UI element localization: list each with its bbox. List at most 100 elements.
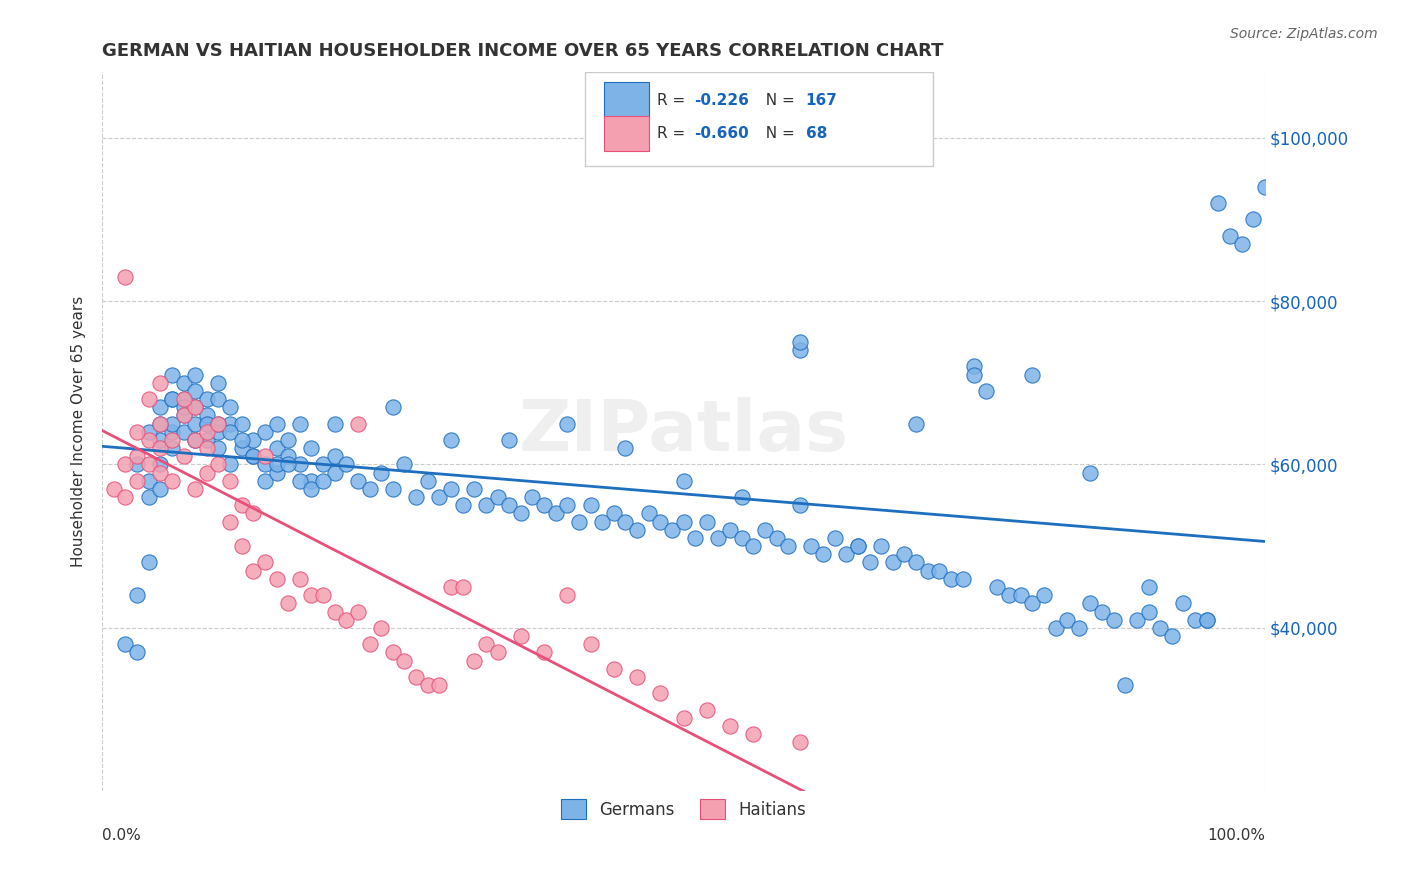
- Point: [266, 572, 288, 586]
- Point: [149, 433, 172, 447]
- Point: [242, 450, 264, 464]
- Point: [603, 507, 626, 521]
- Point: [160, 433, 183, 447]
- Point: [173, 409, 195, 423]
- Point: [219, 417, 242, 431]
- Point: [173, 376, 195, 390]
- Point: [824, 531, 846, 545]
- Point: [195, 417, 218, 431]
- Point: [427, 490, 450, 504]
- Point: [288, 474, 311, 488]
- Point: [288, 417, 311, 431]
- Point: [661, 523, 683, 537]
- Point: [800, 539, 823, 553]
- Point: [127, 645, 149, 659]
- Text: -0.660: -0.660: [695, 127, 749, 141]
- Point: [963, 368, 986, 382]
- Point: [347, 417, 370, 431]
- Point: [184, 417, 207, 431]
- Point: [359, 482, 381, 496]
- Point: [440, 433, 463, 447]
- Text: R =: R =: [657, 93, 690, 108]
- Point: [231, 499, 253, 513]
- Point: [742, 539, 765, 553]
- Point: [1137, 580, 1160, 594]
- Point: [416, 678, 439, 692]
- Point: [1102, 613, 1125, 627]
- Point: [173, 401, 195, 415]
- Point: [160, 474, 183, 488]
- Point: [1184, 613, 1206, 627]
- Point: [160, 368, 183, 382]
- Point: [173, 392, 195, 406]
- Point: [312, 588, 335, 602]
- Point: [231, 433, 253, 447]
- Point: [1091, 605, 1114, 619]
- Point: [672, 515, 695, 529]
- Text: ZIPatlas: ZIPatlas: [519, 397, 849, 467]
- Point: [893, 547, 915, 561]
- Point: [986, 580, 1008, 594]
- Point: [463, 653, 485, 667]
- Point: [207, 425, 229, 439]
- FancyBboxPatch shape: [585, 72, 934, 166]
- Point: [277, 458, 299, 472]
- Point: [650, 686, 672, 700]
- Point: [522, 490, 544, 504]
- Point: [207, 441, 229, 455]
- Point: [858, 556, 880, 570]
- Point: [277, 596, 299, 610]
- Point: [149, 466, 172, 480]
- Point: [463, 482, 485, 496]
- Point: [789, 334, 811, 349]
- Point: [451, 580, 474, 594]
- Point: [173, 392, 195, 406]
- Point: [789, 343, 811, 358]
- Point: [789, 735, 811, 749]
- Point: [672, 474, 695, 488]
- Point: [1195, 613, 1218, 627]
- Point: [718, 719, 741, 733]
- Point: [486, 645, 509, 659]
- Point: [149, 417, 172, 431]
- Point: [1241, 212, 1264, 227]
- Point: [882, 556, 904, 570]
- Point: [614, 515, 637, 529]
- Point: [173, 425, 195, 439]
- Point: [335, 458, 357, 472]
- Point: [1080, 596, 1102, 610]
- Point: [1173, 596, 1195, 610]
- Point: [672, 711, 695, 725]
- Point: [928, 564, 950, 578]
- Point: [1032, 588, 1054, 602]
- Point: [184, 433, 207, 447]
- Point: [440, 580, 463, 594]
- Point: [1045, 621, 1067, 635]
- Point: [184, 482, 207, 496]
- Point: [103, 482, 125, 496]
- Point: [207, 458, 229, 472]
- Point: [138, 433, 160, 447]
- Point: [347, 605, 370, 619]
- Point: [1208, 196, 1230, 211]
- Point: [253, 474, 276, 488]
- Text: 68: 68: [806, 127, 827, 141]
- Text: Source: ZipAtlas.com: Source: ZipAtlas.com: [1230, 27, 1378, 41]
- Point: [288, 458, 311, 472]
- Point: [475, 637, 498, 651]
- Point: [207, 417, 229, 431]
- Point: [1230, 236, 1253, 251]
- Point: [846, 539, 869, 553]
- Point: [149, 458, 172, 472]
- Point: [277, 433, 299, 447]
- Point: [127, 474, 149, 488]
- Point: [219, 401, 242, 415]
- Point: [614, 441, 637, 455]
- Point: [242, 433, 264, 447]
- Point: [568, 515, 591, 529]
- Point: [905, 556, 928, 570]
- Point: [509, 629, 531, 643]
- Point: [905, 417, 928, 431]
- Point: [1126, 613, 1149, 627]
- Point: [127, 450, 149, 464]
